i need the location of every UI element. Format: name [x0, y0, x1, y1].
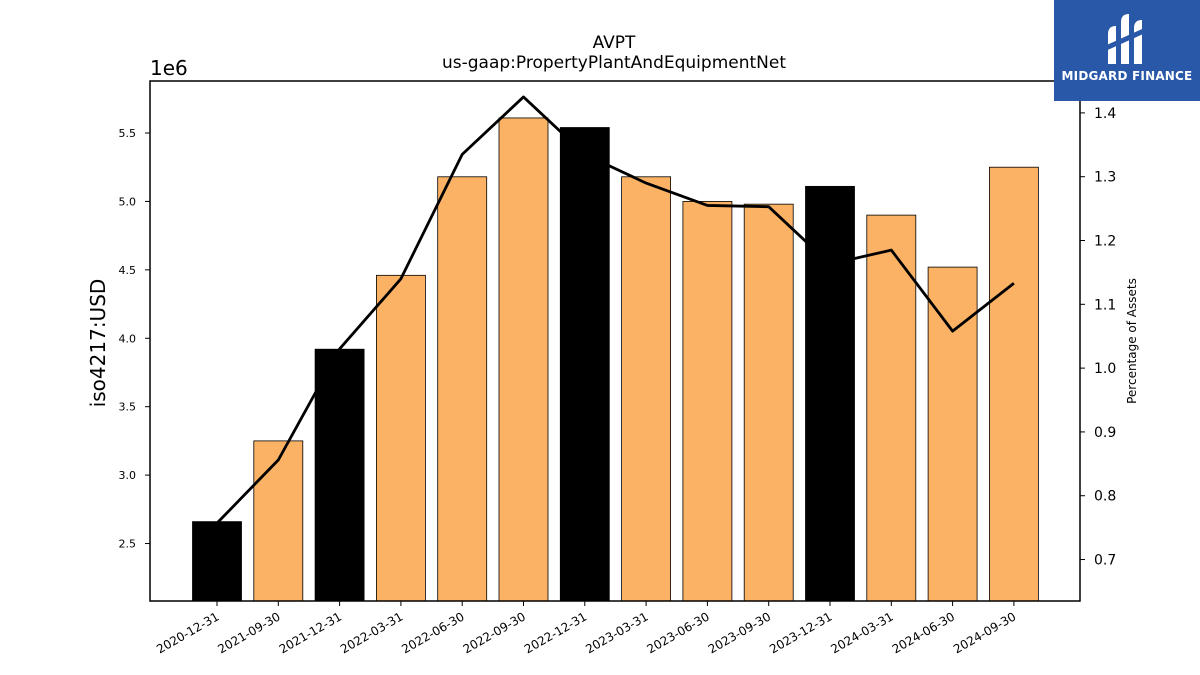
- x-tick-label: 2024-09-30: [951, 609, 1018, 656]
- chart-subtitle: us-gaap:PropertyPlantAndEquipmentNet: [442, 53, 786, 73]
- x-tick-label: 2022-03-31: [338, 609, 405, 656]
- percentage-of-assets-line: [215, 95, 1015, 525]
- y2-tick-label: 1.4: [1094, 106, 1116, 122]
- y-tick-label: 3.0: [119, 469, 137, 482]
- y2-tick-label: 0.9: [1094, 425, 1116, 441]
- logo-mark-icon: [1104, 14, 1148, 64]
- y2-tick-label: 1.3: [1094, 170, 1116, 186]
- y2-axis-label: Percentage of Assets: [1125, 278, 1139, 404]
- bar-2022-12-31: [559, 127, 610, 602]
- y-tick-label: 3.5: [119, 401, 137, 414]
- bar-2022-03-31: [375, 274, 426, 602]
- x-tick-label: 2024-06-30: [890, 609, 957, 656]
- bar-2023-12-31: [805, 185, 855, 602]
- y2-tick-label: 0.7: [1094, 553, 1116, 569]
- bar-2022-06-30: [437, 176, 488, 602]
- x-tick-label: 2022-12-31: [522, 609, 589, 656]
- x-tick-label: 2021-09-30: [215, 609, 282, 656]
- x-tick-label: 2022-09-30: [461, 609, 528, 656]
- x-tick-label: 2020-12-31: [154, 609, 221, 656]
- y-offset-label: 1e6: [150, 56, 188, 80]
- y2-tick-label: 0.8: [1094, 489, 1116, 505]
- x-tick-label: 2023-09-30: [706, 609, 773, 656]
- bar-2023-09-30: [743, 203, 794, 602]
- bar-2021-09-30: [253, 440, 304, 602]
- x-tick-label: 2023-03-31: [583, 609, 650, 656]
- y-axis-label: iso4217:USD: [86, 279, 110, 408]
- y2-tick-label: 1.2: [1094, 234, 1116, 250]
- bar-2024-03-31: [866, 214, 917, 602]
- x-tick-label: 2023-06-30: [644, 609, 711, 656]
- brand-logo: MIDGARD FINANCE: [1054, 0, 1200, 101]
- bar-2022-09-30: [498, 117, 549, 602]
- bar-2024-09-30: [989, 166, 1039, 602]
- y-tick-label: 5.0: [119, 195, 137, 208]
- y-tick-label: 2.5: [119, 538, 137, 551]
- y2-tick-label: 1.0: [1094, 361, 1116, 377]
- logo-text: MIDGARD FINANCE: [1061, 69, 1193, 83]
- chart-title: AVPT: [593, 33, 636, 53]
- bar-2021-12-31: [314, 348, 365, 602]
- y-tick-label: 4.5: [119, 264, 137, 277]
- bar-2024-06-30: [927, 266, 978, 602]
- x-tick-label: 2024-03-31: [828, 609, 895, 656]
- y-tick-label: 4.0: [119, 332, 137, 345]
- y-tick-label: 5.5: [119, 127, 137, 140]
- plot-frame: [149, 80, 1081, 602]
- bar-2023-06-30: [682, 201, 733, 602]
- x-tick-label: 2022-06-30: [399, 609, 466, 656]
- x-tick-label: 2021-12-31: [277, 609, 344, 656]
- y2-tick-label: 1.1: [1094, 297, 1116, 313]
- bar-2023-03-31: [621, 176, 671, 602]
- x-tick-label: 2023-12-31: [767, 609, 834, 656]
- bar-2020-12-31: [192, 521, 242, 602]
